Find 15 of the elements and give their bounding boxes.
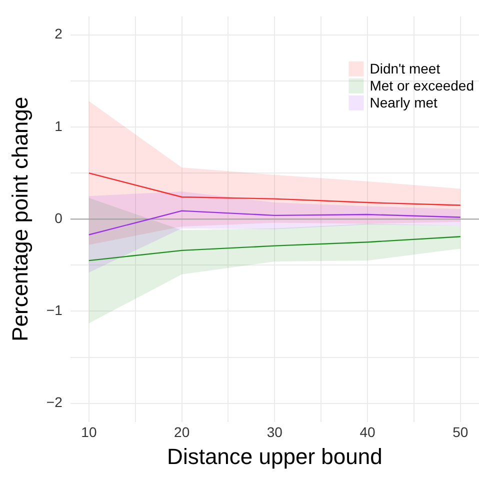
y-tick-label: 2 — [54, 26, 63, 42]
x-tick-label: 30 — [266, 424, 283, 440]
x-tick-label: 10 — [81, 424, 97, 440]
y-tick-label: −1 — [46, 302, 63, 318]
x-axis-title: Distance upper bound — [167, 444, 382, 469]
legend-label: Met or exceeded — [370, 77, 474, 94]
legend-label: Didn't meet — [370, 60, 440, 76]
y-tick-label: −2 — [46, 394, 63, 410]
y-axis-title: Percentage point change — [7, 96, 32, 342]
x-tick-label: 20 — [174, 424, 190, 440]
y-tick-label: 0 — [54, 210, 63, 226]
x-tick-label: 40 — [360, 424, 376, 440]
y-tick-label: 1 — [54, 118, 63, 134]
legend-label: Nearly met — [370, 94, 438, 110]
x-tick-label: 50 — [452, 424, 468, 440]
